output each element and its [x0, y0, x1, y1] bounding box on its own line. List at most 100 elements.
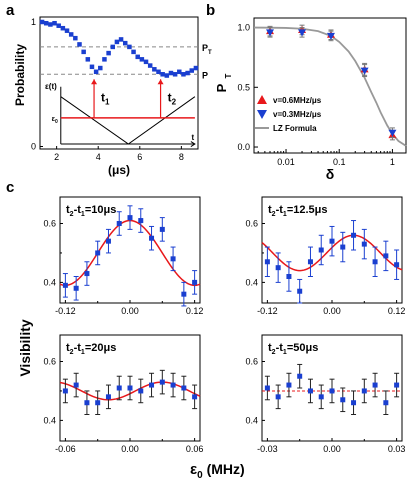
c4-title: t2-t1=50μs: [268, 342, 318, 356]
a-point: [93, 69, 99, 75]
a-point: [48, 22, 53, 27]
c2-point: [361, 241, 367, 247]
c3-point: [192, 394, 198, 400]
c4-point: [361, 388, 367, 394]
a-xtick-label: 6: [137, 152, 142, 162]
c2-point: [307, 259, 313, 265]
a-point: [181, 72, 186, 77]
c4-point: [297, 373, 303, 379]
c1-point: [105, 238, 111, 244]
a-inset-tlabel: t: [192, 133, 195, 142]
c2-ytick-label: 0.6: [245, 219, 258, 229]
b-xtick-label: 0.1: [333, 157, 346, 167]
c-xlabel: ε0 (MHz): [190, 461, 245, 481]
c2-point: [275, 265, 281, 271]
a-inset-v: [60, 96, 196, 145]
b-lz-curve: [253, 26, 407, 147]
a-t1-label: t1: [101, 91, 110, 107]
a-point: [152, 67, 157, 72]
a-xtick-label: 2: [54, 152, 59, 162]
c4-xtick-label: 0.00: [323, 444, 341, 454]
a-point: [89, 64, 95, 70]
b-legend-label: v=0.6MHz/μs: [273, 96, 322, 105]
c3-point: [127, 385, 133, 391]
c4-xtick-label: 0.03: [388, 444, 406, 454]
a-point: [102, 57, 107, 62]
a-point: [147, 63, 153, 68]
c3-ytick-label: 0.6: [43, 357, 56, 367]
c-ylabel: Visibility: [17, 319, 33, 377]
a-point: [64, 28, 70, 33]
c3-point: [62, 388, 68, 394]
c2-point: [383, 253, 389, 259]
a-point: [68, 32, 74, 37]
c1-point: [73, 285, 79, 291]
c1-fit: [59, 219, 201, 287]
c1-point: [138, 218, 144, 224]
a-xtick-label: 8: [179, 152, 184, 162]
a-hline-label: P: [202, 70, 208, 80]
a-point: [139, 57, 145, 62]
c1-ytick-label: 0.4: [43, 277, 56, 287]
a-point: [85, 57, 91, 62]
c1-point: [192, 279, 198, 285]
a-point: [143, 59, 149, 65]
c1-point: [181, 291, 187, 297]
c1-point: [116, 221, 122, 226]
a-point: [73, 35, 78, 41]
b-point: [360, 67, 369, 75]
c2-point: [372, 259, 378, 265]
c1-point: [127, 215, 133, 221]
a-point: [164, 73, 170, 78]
c3-point: [116, 385, 122, 391]
c2-point: [329, 238, 335, 244]
b-ytick-label: 1.0: [237, 23, 250, 33]
c1-point: [159, 226, 165, 232]
c3-xtick-label: -0.06: [55, 444, 76, 454]
c4-point: [372, 382, 378, 388]
c2-point: [297, 288, 303, 294]
c4-point: [394, 382, 400, 388]
c4-point: [329, 388, 335, 394]
a-point: [127, 44, 132, 50]
b-xtick-label: 1: [390, 157, 395, 167]
a-ytick-label: 1: [31, 17, 36, 27]
a-point: [131, 49, 136, 55]
c4-point: [275, 394, 281, 400]
b-point: [266, 29, 275, 37]
c3-xtick-label: 0.00: [121, 444, 139, 454]
a-hline-label: PT: [202, 43, 212, 56]
c2-xtick-label: -0.12: [257, 306, 278, 316]
c1-title: t2-t1=10μs: [66, 204, 116, 218]
a-point: [52, 20, 57, 26]
c1-point: [95, 250, 101, 256]
c3-point: [95, 400, 101, 406]
a-point: [106, 50, 111, 56]
a-point: [110, 44, 116, 50]
c2-point: [286, 274, 292, 279]
a-xlabel: (μs): [108, 163, 130, 177]
a-point: [177, 69, 182, 75]
b-ytick-label: 0.0: [237, 142, 250, 152]
b-point: [326, 32, 335, 40]
c1-xtick-label: 0.12: [186, 306, 204, 316]
a-t1-arrowhead: [91, 79, 98, 85]
a-ytick-label: 0: [31, 142, 36, 152]
b-xlabel: δ: [326, 166, 335, 182]
a-inset-arrow: [190, 141, 196, 147]
b-legend-marker: [257, 95, 267, 104]
c3-point: [73, 382, 79, 388]
a-point: [77, 42, 82, 47]
a-inset-ylabel: ε(t): [45, 82, 57, 91]
a-point: [135, 54, 140, 60]
a-point: [189, 68, 195, 73]
b-legend-label: LZ Formula: [273, 124, 317, 133]
b-point: [388, 129, 397, 137]
b-legend-marker: [257, 110, 267, 119]
c3-title: t2-t1=20μs: [66, 342, 116, 356]
c4-point: [307, 388, 313, 394]
a-point: [56, 23, 61, 28]
c1-point: [149, 235, 155, 241]
a-point: [118, 37, 124, 42]
